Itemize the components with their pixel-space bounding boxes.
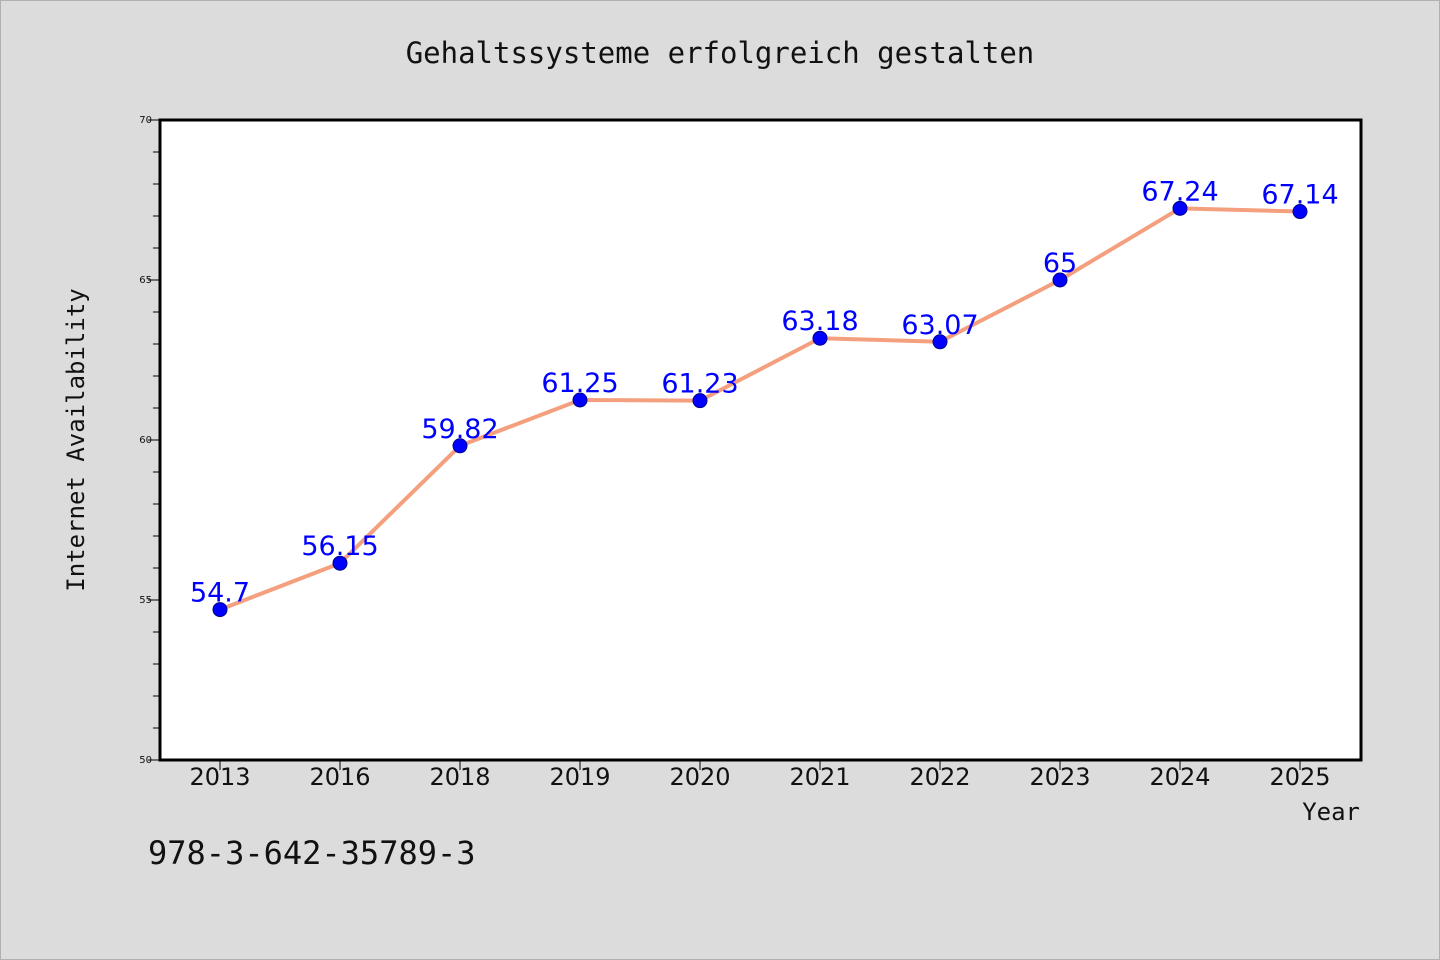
data-point (812, 330, 828, 346)
data-label: 54.7 (190, 578, 250, 609)
x-tick-label: 2018 (429, 763, 490, 791)
data-point (212, 602, 228, 618)
data-label: 63.18 (781, 306, 858, 337)
data-label: 67.14 (1261, 180, 1338, 211)
x-tick-label: 2016 (309, 763, 370, 791)
data-point (1052, 272, 1068, 288)
isbn-footer: 978-3-642-35789-3 (148, 834, 476, 872)
plot-area (160, 120, 1361, 760)
plot-border (158, 118, 1363, 762)
x-tick-label: 2021 (789, 763, 850, 791)
y-axis-ticks: 50 55 60 65 70 (139, 115, 160, 766)
x-tick-label: 2023 (1029, 763, 1090, 791)
data-point (692, 393, 708, 409)
y-tick-label: 65 (139, 275, 152, 286)
x-tick-label: 2019 (549, 763, 610, 791)
y-tick-label: 70 (139, 115, 152, 126)
y-tick-label: 55 (139, 595, 152, 606)
data-point (452, 438, 468, 454)
x-tick-label: 2022 (909, 763, 970, 791)
data-label: 59.82 (421, 414, 498, 445)
x-tick-label: 2020 (669, 763, 730, 791)
data-point (1292, 204, 1308, 220)
y-tick-label: 50 (139, 755, 152, 766)
y-tick-label: 60 (139, 435, 152, 446)
data-label: 67.24 (1141, 176, 1218, 207)
x-axis-label: Year (1302, 798, 1360, 826)
data-point (572, 392, 588, 408)
data-label: 61.23 (661, 369, 738, 400)
y-axis-label: Internet Availability (62, 288, 90, 591)
data-point (932, 334, 948, 350)
x-tick-label: 2024 (1149, 763, 1210, 791)
series-group: 54.7 56.15 59.82 61.25 61.23 63.18 63.07 65 67.2… (190, 176, 1339, 618)
data-label: 61.25 (541, 368, 618, 399)
data-label: 65 (1043, 248, 1077, 279)
data-label: 63.07 (901, 310, 978, 341)
series-line (219, 206, 1301, 612)
chart-title: Gehaltssysteme erfolgreich gestalten (406, 36, 1035, 70)
x-tick-label: 2013 (189, 763, 250, 791)
data-point (1172, 200, 1188, 216)
data-point (332, 555, 348, 571)
data-label: 56.15 (301, 531, 378, 562)
x-axis-ticks: 2013 2016 2018 2019 2020 2021 2022 2023 2024 2025 (189, 760, 1331, 791)
x-tick-label: 2025 (1269, 763, 1330, 791)
